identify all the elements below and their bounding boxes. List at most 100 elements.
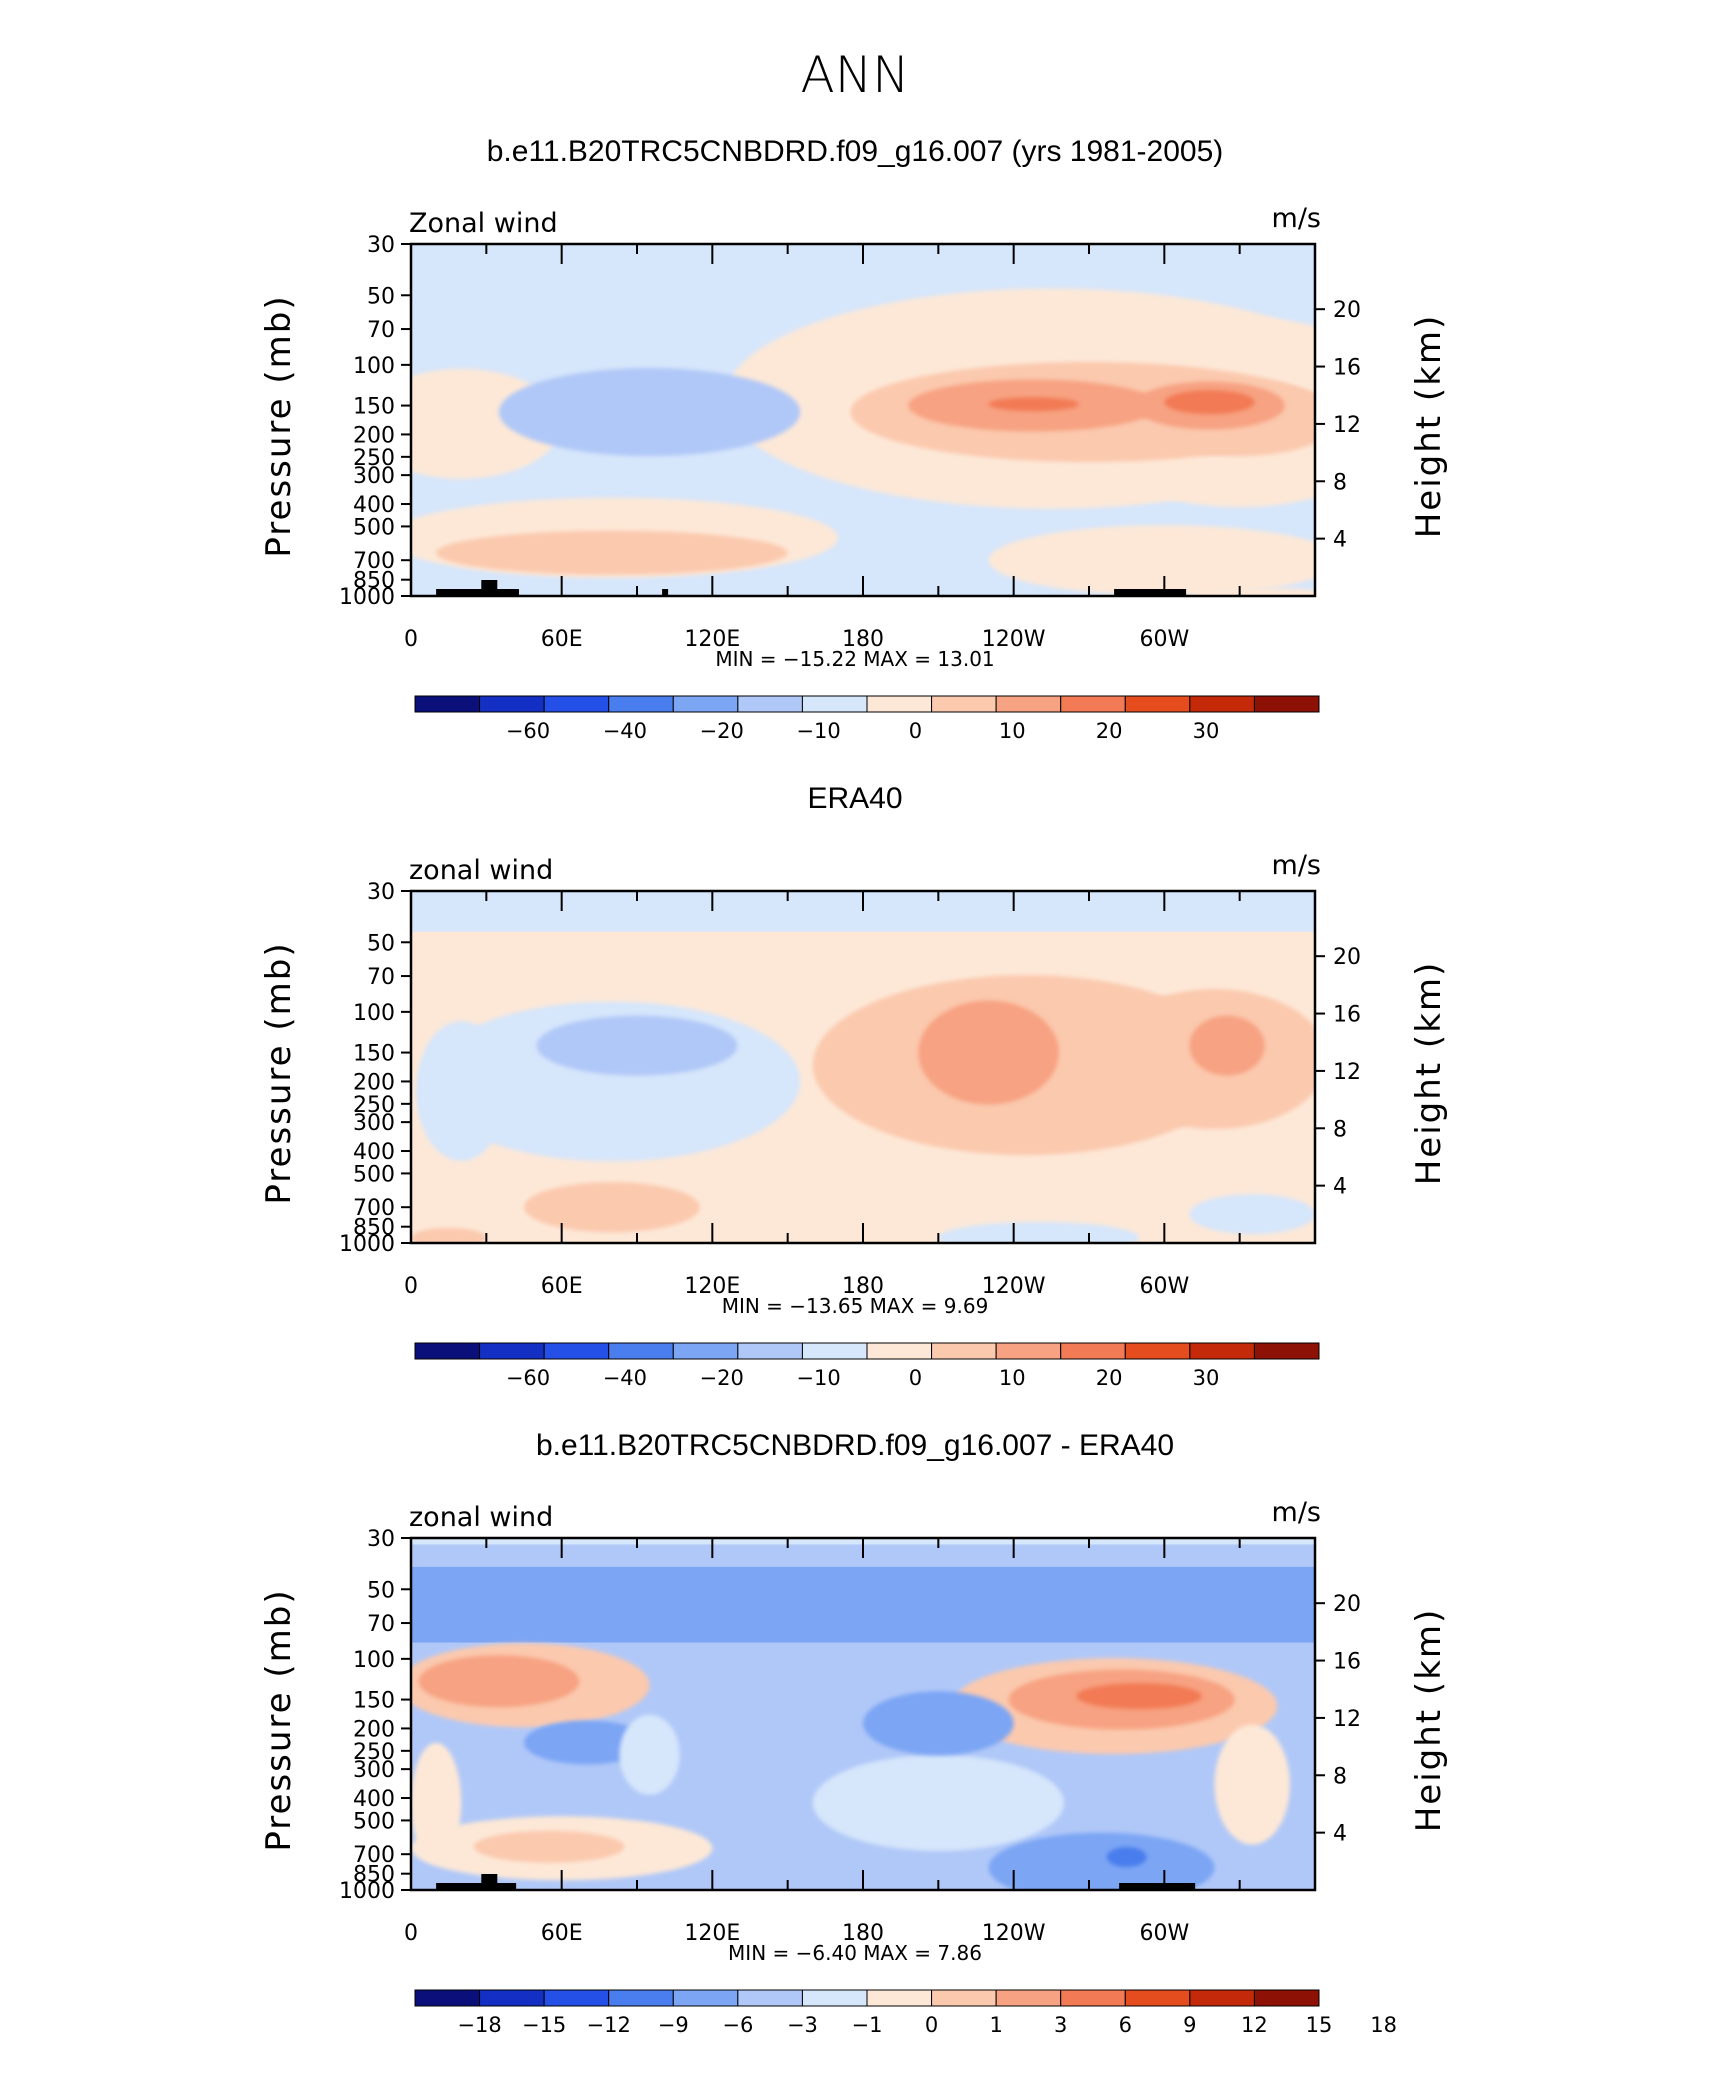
y-tick-label: 850 (353, 1216, 395, 1241)
y-tick-label: 250 (353, 446, 395, 471)
colorbar-label: −60 (506, 719, 550, 743)
easterly-region (1189, 1194, 1315, 1235)
colorbar-swatch (866, 695, 933, 713)
min-max-text: MIN = −6.40 MAX = 7.86 (728, 1941, 982, 1965)
y-right-axis-title: Height (km) (1409, 961, 1449, 1186)
panel-1: b.e11.B20TRC5CNBDRD.f09_g16.007 (yrs 198… (259, 135, 1449, 743)
colorbar-label: 0 (909, 1366, 922, 1390)
min-max-text: MIN = −13.65 MAX = 9.69 (722, 1294, 989, 1318)
colorbar-swatch (414, 1989, 481, 2007)
y-tick-label: 850 (353, 1863, 395, 1888)
colorbar-label: 0 (909, 719, 922, 743)
colorbar-swatch (672, 1989, 739, 2007)
panel-title: b.e11.B20TRC5CNBDRD.f09_g16.007 - ERA40 (536, 1429, 1174, 1462)
jet-max (988, 397, 1079, 412)
figure-title: ANN (800, 46, 909, 104)
colorbar-label: 30 (1193, 1366, 1220, 1390)
colorbar-label: −10 (796, 1366, 840, 1390)
y-tick-label: 70 (367, 965, 395, 990)
westerly-region (1189, 588, 1315, 596)
y-right-axis-title: Height (km) (1409, 1608, 1449, 1833)
x-tick-label: 60E (541, 1921, 583, 1946)
colorbar-swatch (737, 695, 803, 713)
colorbar-label: 6 (1119, 2013, 1132, 2037)
colorbar-label: −9 (658, 2013, 689, 2037)
colorbar-label: 20 (1096, 719, 1123, 743)
colorbar-label: 30 (1193, 719, 1220, 743)
colorbar-label: −15 (522, 2013, 566, 2037)
x-tick-label: 60E (541, 1274, 583, 1299)
y-tick-label: 850 (353, 569, 395, 594)
colorbar-swatch (1189, 1989, 1255, 2007)
negative-max (1106, 1847, 1147, 1868)
easterly-region (938, 1221, 1140, 1243)
colorbar-swatch (866, 1989, 933, 2007)
y-tick-label: 1000 (339, 585, 395, 610)
colorbar-swatch (995, 695, 1062, 713)
colorbar-label: 9 (1183, 2013, 1196, 2037)
positive-diff (1214, 1724, 1290, 1845)
y-tick-label: 30 (367, 233, 395, 258)
orography (1119, 1883, 1196, 1890)
westerly-region (436, 530, 788, 575)
colorbar-swatch (1060, 1989, 1126, 2007)
negative-diff (863, 1691, 1014, 1756)
y-tick-label: 500 (353, 515, 395, 540)
positive-diff (473, 1830, 625, 1863)
orography (436, 1883, 517, 1890)
colorbar-swatch (1253, 1342, 1320, 1360)
x-tick-label: 60W (1139, 1274, 1189, 1299)
westerly-region (524, 1182, 700, 1233)
y-right-tick-label: 8 (1333, 1764, 1347, 1789)
x-axis: 0 60E 120E 180 120W 60W (404, 244, 1316, 652)
colorbar-swatch (737, 1342, 803, 1360)
y-tick-label: 300 (353, 464, 395, 489)
y-tick-label: 500 (353, 1809, 395, 1834)
positive-diff (411, 1742, 462, 1863)
y-tick-label: 200 (353, 1717, 395, 1742)
orography (436, 589, 519, 596)
colorbar-label: −20 (700, 719, 744, 743)
y-tick-label: 100 (353, 354, 395, 379)
colorbar-swatch (479, 1989, 545, 2007)
colorbar-label: 18 (1370, 2013, 1397, 2037)
negative-diff (524, 1720, 650, 1765)
y-right-tick-label: 12 (1333, 1707, 1361, 1732)
y-right-axis-title: Height (km) (1409, 314, 1449, 539)
y-axis-title: Pressure (mb) (259, 941, 299, 1204)
orography (481, 1874, 498, 1890)
colorbar-swatch (995, 1989, 1062, 2007)
colorbar-swatch (1060, 1342, 1126, 1360)
y-right-tick-label: 8 (1333, 1117, 1347, 1142)
x-tick-label: 60E (541, 627, 583, 652)
y-tick-label: 700 (353, 1843, 395, 1868)
y-axis-title: Pressure (mb) (259, 1588, 299, 1851)
orography (1114, 589, 1187, 596)
y-axis-right: 20 16 12 8 4 Height (km) (1315, 298, 1449, 553)
panels-group: b.e11.B20TRC5CNBDRD.f09_g16.007 (yrs 198… (259, 135, 1449, 2037)
variable-label: zonal wind (409, 855, 553, 886)
diff-band (411, 1566, 1315, 1643)
colorbar-label: 1 (989, 2013, 1002, 2037)
x-tick-label: 120E (684, 1921, 740, 1946)
y-tick-label: 300 (353, 1758, 395, 1783)
x-tick-label: 120W (982, 1274, 1046, 1299)
colorbar-label: 3 (1054, 2013, 1067, 2037)
westerly-core (1189, 1015, 1265, 1076)
y-axis-title: Pressure (mb) (259, 294, 299, 557)
colorbar-swatch (543, 1342, 610, 1360)
colorbar-swatch (608, 1342, 674, 1360)
x-axis: 0 60E 120E 180 120W 60W (404, 1538, 1316, 1946)
y-tick-label: 700 (353, 1196, 395, 1221)
x-tick-label: 120E (684, 1274, 740, 1299)
colorbar-label: 15 (1306, 2013, 1333, 2037)
negative-diff (812, 1754, 1064, 1851)
colorbar-label: −40 (603, 719, 647, 743)
colorbar-label: −20 (700, 1366, 744, 1390)
y-tick-label: 200 (353, 423, 395, 448)
panel-3: b.e11.B20TRC5CNBDRD.f09_g16.007 - ERA40 z… (259, 1429, 1449, 2037)
x-tick-label: 120W (982, 627, 1046, 652)
colorbar-swatch (866, 1342, 933, 1360)
